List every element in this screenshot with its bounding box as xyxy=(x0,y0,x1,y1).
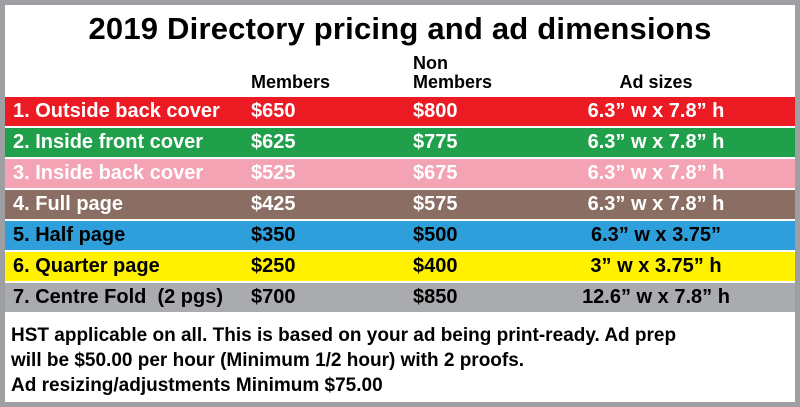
members-price: $250 xyxy=(251,255,296,277)
row-label: 2. Inside front cover xyxy=(13,131,204,153)
members-price: $425 xyxy=(251,193,296,215)
non-members-price: $500 xyxy=(413,224,458,246)
table-row: 7. Centre Fold (2 pgs) $700 $850 12.6” w… xyxy=(5,283,795,312)
ad-size: 6.3” w x 7.8” h xyxy=(587,162,725,184)
members-price: $625 xyxy=(251,131,296,153)
table-row: 4. Full page $425 $575 6.3” w x 7.8” h xyxy=(5,190,795,219)
header-ad-sizes: Ad sizes xyxy=(619,72,693,92)
row-label: 4. Full page xyxy=(13,193,124,215)
row-label: 6. Quarter page xyxy=(13,255,160,277)
footer-note: HST applicable on all. This is based on … xyxy=(5,314,795,398)
non-members-price: $575 xyxy=(413,193,458,215)
members-price: $700 xyxy=(251,286,296,308)
footer-line-2: will be $50.00 per hour (Minimum 1/2 hou… xyxy=(11,350,525,371)
table-row: 1. Outside back cover $650 $800 6.3” w x… xyxy=(5,97,795,126)
row-label: 7. Centre Fold (2 pgs) xyxy=(13,286,224,308)
page-title: 2019 Directory pricing and ad dimensions xyxy=(88,11,712,46)
footer-line-3: Ad resizing/adjustments Minimum $75.00 xyxy=(11,375,383,396)
non-members-price: $775 xyxy=(413,131,458,153)
ad-size: 12.6” w x 7.8” h xyxy=(582,286,730,308)
header-non-members: Non Members xyxy=(413,53,493,92)
header-members: Members xyxy=(251,72,331,92)
row-label: 3. Inside back cover xyxy=(13,162,204,184)
non-members-price: $800 xyxy=(413,100,458,122)
table-row: 3. Inside back cover $525 $675 6.3” w x … xyxy=(5,159,795,188)
ad-size: 3” w x 3.75” h xyxy=(590,255,722,277)
ad-size: 6.3” w x 7.8” h xyxy=(587,193,725,215)
members-price: $650 xyxy=(251,100,296,122)
row-label: 1. Outside back cover xyxy=(13,100,220,122)
members-price: $525 xyxy=(251,162,296,184)
table-row: 6. Quarter page $250 $400 3” w x 3.75” h xyxy=(5,252,795,281)
non-members-price: $850 xyxy=(413,286,458,308)
row-label: 5. Half page xyxy=(13,224,126,246)
ad-size: 6.3” w x 7.8” h xyxy=(587,131,725,153)
ad-size: 6.3” w x 7.8” h xyxy=(587,100,725,122)
footer-line-1: HST applicable on all. This is based on … xyxy=(11,325,677,346)
table-row: 5. Half page $350 $500 6.3” w x 3.75” xyxy=(5,221,795,250)
table-row: 2. Inside front cover $625 $775 6.3” w x… xyxy=(5,128,795,157)
non-members-price: $400 xyxy=(413,255,458,277)
table-header-row: Members Non Members Ad sizes xyxy=(5,48,795,97)
ad-size: 6.3” w x 3.75” xyxy=(590,224,722,246)
members-price: $350 xyxy=(251,224,296,246)
non-members-price: $675 xyxy=(413,162,458,184)
pricing-table: 1. Outside back cover $650 $800 6.3” w x… xyxy=(5,97,795,312)
